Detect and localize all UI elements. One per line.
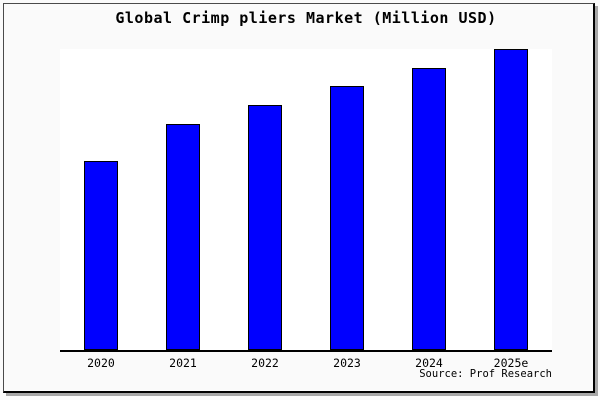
x-tick-label-2020: 2020 — [87, 356, 115, 370]
x-tick-label-2025e: 2025e — [493, 356, 529, 370]
chart-frame: Global Crimp pliers Market (Million USD)… — [3, 3, 595, 393]
x-tick-label-2022: 2022 — [251, 356, 279, 370]
bar-2024 — [412, 67, 446, 350]
bar-2020 — [83, 161, 118, 350]
x-tick-label-2021: 2021 — [169, 356, 197, 370]
bar-2025e — [493, 49, 528, 350]
plot-area — [60, 49, 552, 352]
x-tick-label-2023: 2023 — [333, 356, 361, 370]
x-tick-label-2024: 2024 — [415, 356, 443, 370]
bar-2023 — [330, 86, 364, 350]
bar-2021 — [166, 124, 200, 350]
chart-title: Global Crimp pliers Market (Million USD) — [115, 9, 497, 27]
x-axis-labels: 2020 2021 2022 2023 2024 2025e — [60, 356, 552, 372]
bar-2022 — [248, 105, 282, 350]
source-note: Source: Prof Research — [419, 368, 552, 380]
